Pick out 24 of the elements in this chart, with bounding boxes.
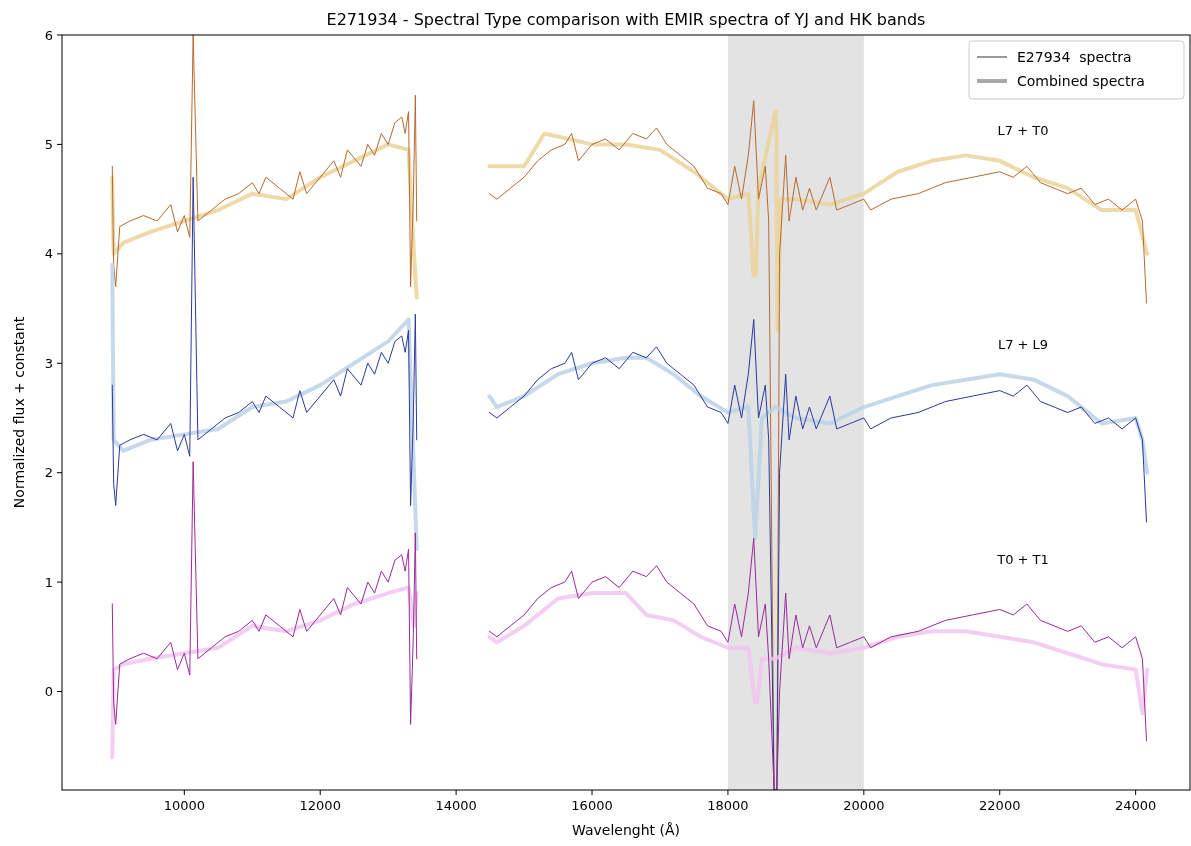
y-tick-label: 6 <box>44 27 53 43</box>
x-tick-label: 18000 <box>707 798 749 813</box>
x-tick-label: 16000 <box>571 798 613 813</box>
x-tick-label: 12000 <box>299 798 341 813</box>
y-tick-label: 2 <box>44 465 53 481</box>
annotation: Combined spectra <box>1017 72 1145 89</box>
y-tick-label: 5 <box>44 136 53 152</box>
x-tick-label: 14000 <box>435 798 477 813</box>
annotation: L7 + T0 <box>997 123 1049 139</box>
annotation: T0 + T1 <box>996 551 1049 567</box>
annotation: E27934 spectra <box>1017 48 1132 65</box>
annotation: L7 + L9 <box>997 336 1049 352</box>
y-tick-label: 3 <box>44 355 53 371</box>
legend-box: E27934 spectra Combined spectra <box>968 40 1185 100</box>
x-tick-label: 10000 <box>163 798 205 813</box>
x-tick-label: 20000 <box>843 798 885 813</box>
y-tick-label: 0 <box>44 684 53 700</box>
y-tick-label: 4 <box>44 246 53 262</box>
x-tick-label: 24000 <box>1114 798 1157 813</box>
x-tick-label: 22000 <box>979 798 1021 813</box>
y-tick-label: 1 <box>44 574 53 590</box>
chart-title: E271934 - Spectral Type comparison with EMIR spectra of YJ and HK bands <box>326 10 926 29</box>
x-axis-title: Wavelenght (Å) <box>571 822 681 838</box>
y-axis-title: Normalized flux + constant <box>11 316 27 509</box>
